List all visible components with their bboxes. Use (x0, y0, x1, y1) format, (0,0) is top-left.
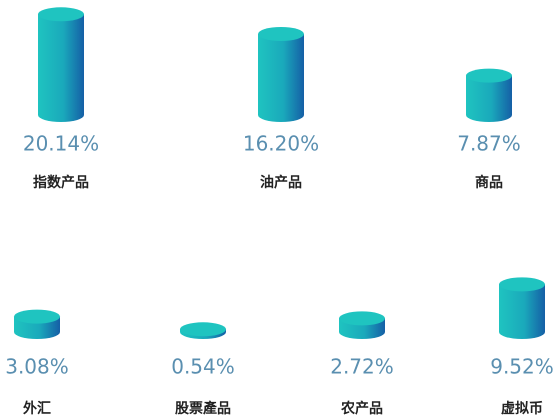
cylinder-top (499, 277, 545, 292)
category-label: 虚拟币 (501, 400, 543, 417)
cylinder-side (499, 284, 545, 339)
cylinder (258, 27, 304, 122)
cylinder-top (38, 7, 84, 22)
category-label: 商品 (475, 174, 503, 191)
category-label: 股票產品 (175, 400, 231, 417)
value-label: 9.52% (490, 355, 554, 379)
cylinder-side (466, 75, 512, 122)
category-label: 油产品 (260, 174, 302, 191)
cylinder-top (14, 309, 60, 324)
value-label: 16.20% (243, 132, 319, 156)
cylinder (339, 311, 385, 339)
cylinder-top (258, 27, 304, 41)
category-label: 指数产品 (33, 174, 89, 191)
cylinder (14, 309, 60, 339)
cylinder (466, 68, 512, 122)
cylinder (499, 277, 545, 339)
value-label: 0.54% (171, 355, 235, 379)
cylinder-top (180, 322, 226, 337)
category-label: 外汇 (23, 400, 51, 417)
cylinder (38, 7, 84, 122)
cylinder (180, 322, 226, 339)
category-label: 农产品 (340, 400, 383, 417)
value-label: 3.08% (5, 355, 69, 379)
cylinder-top (339, 311, 385, 326)
value-label: 2.72% (330, 355, 394, 379)
cylinder-top (466, 68, 512, 83)
value-label: 7.87% (457, 132, 521, 156)
cylinder-side (258, 34, 304, 122)
value-label: 20.14% (23, 132, 99, 156)
cylinder-side (38, 14, 84, 122)
